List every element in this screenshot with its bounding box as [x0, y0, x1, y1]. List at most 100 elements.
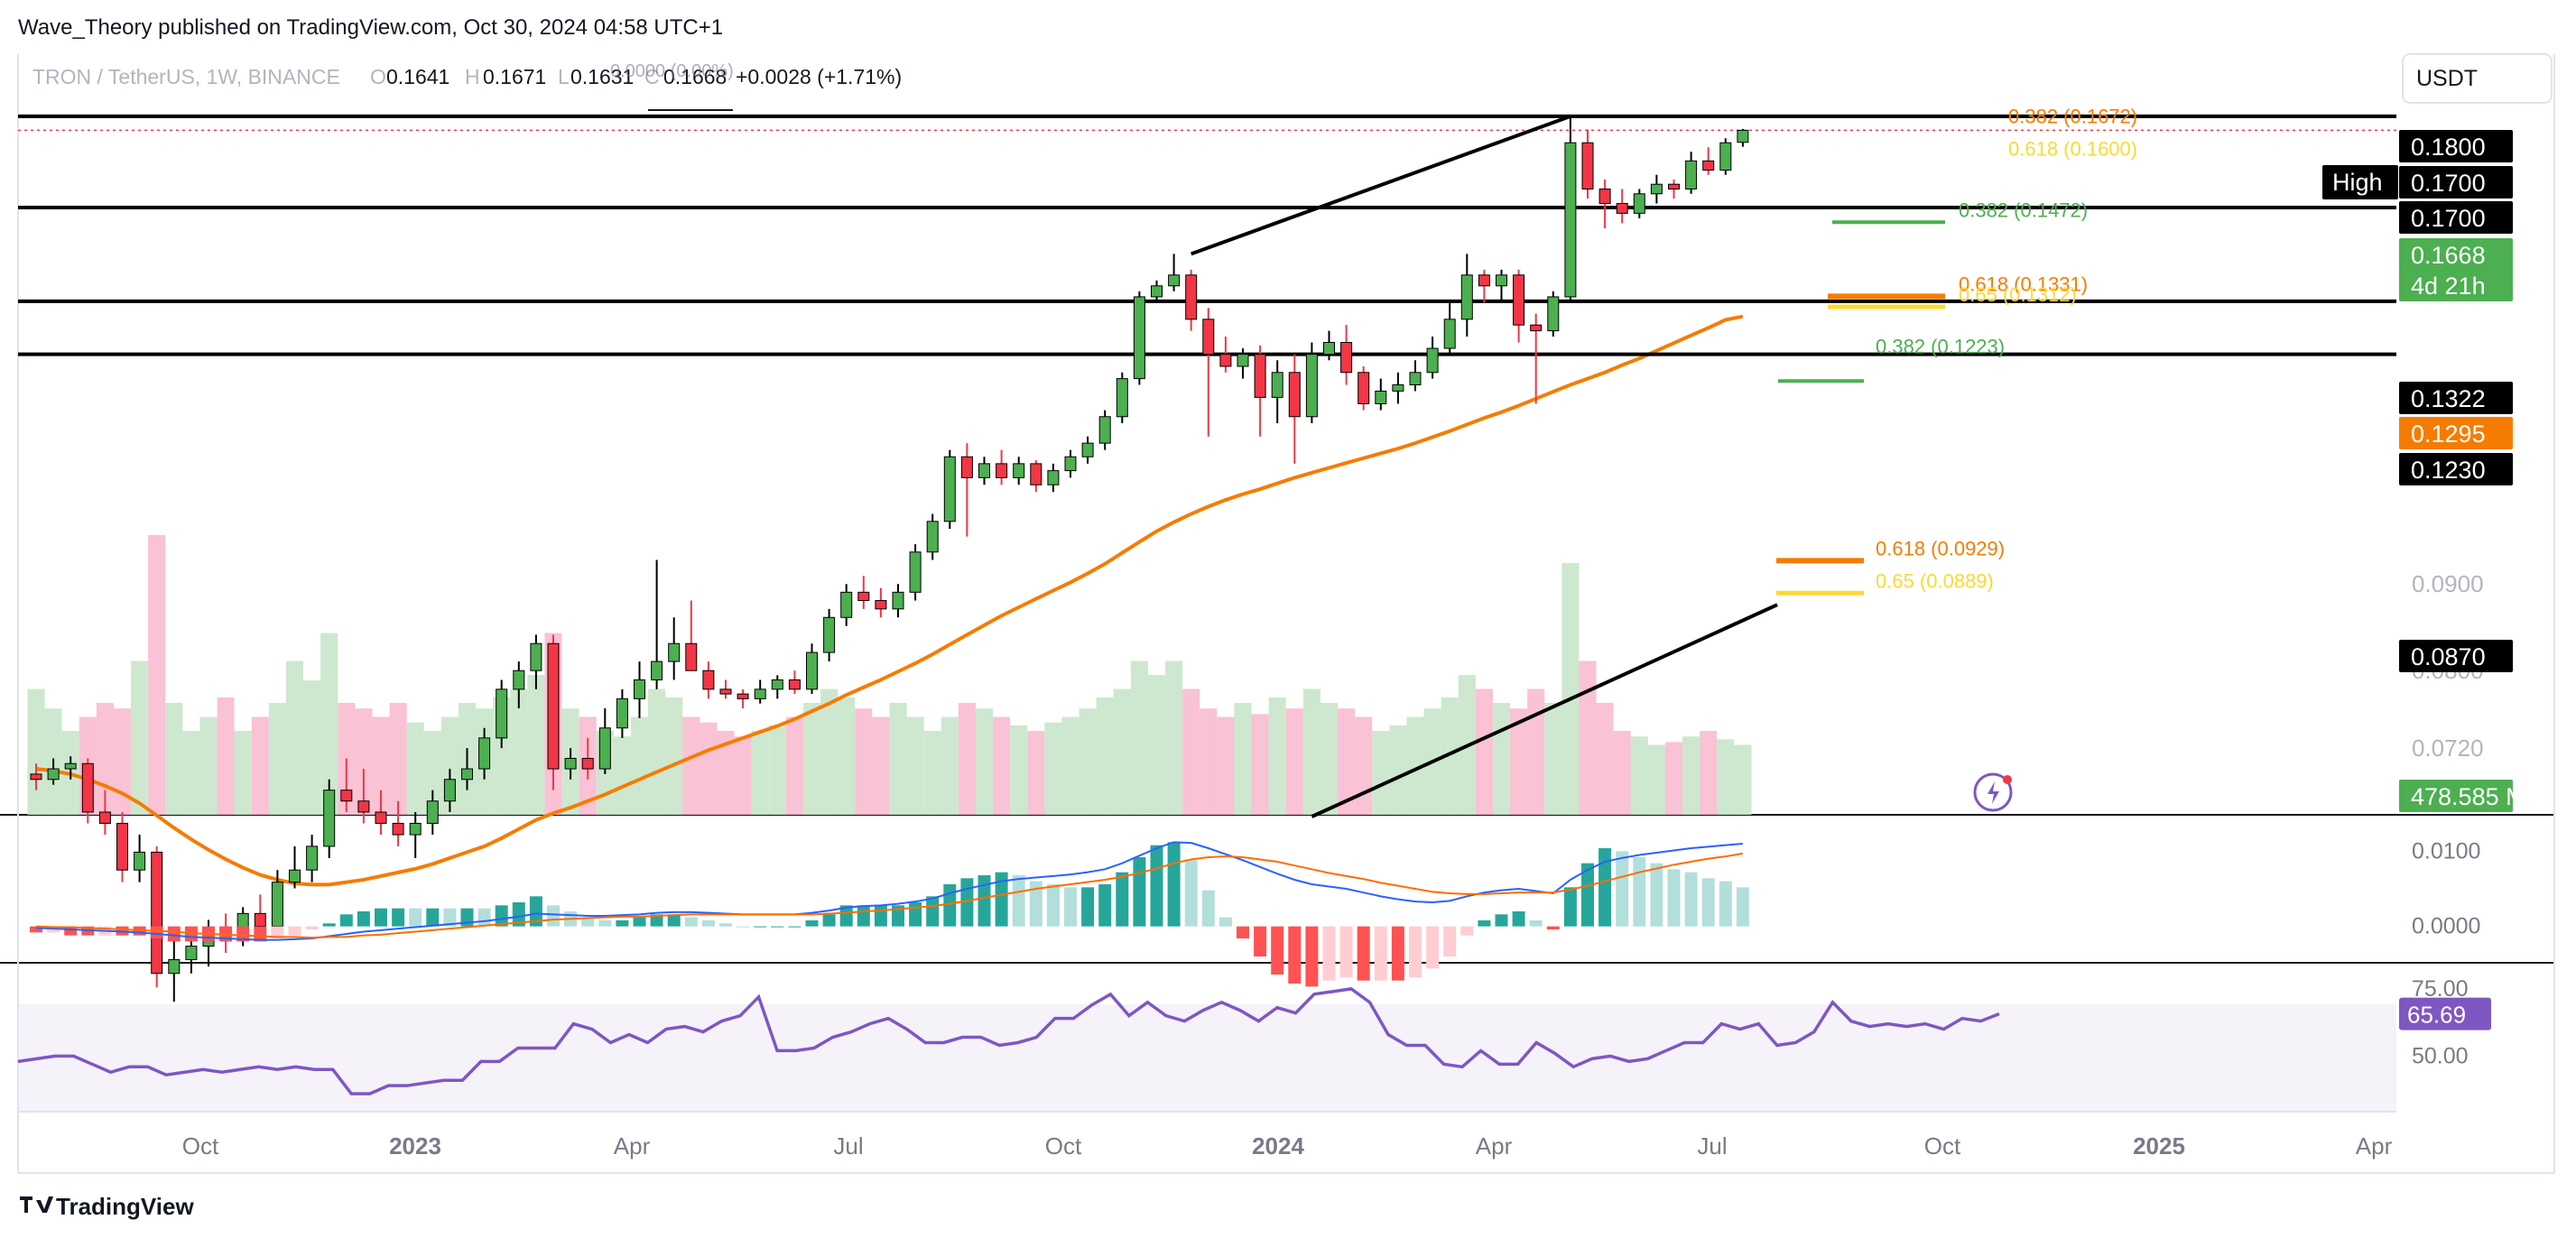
rsi-y-tick: 50.00 [2412, 1043, 2469, 1068]
macd-histogram-bar [167, 926, 181, 942]
candle-body [1133, 296, 1145, 380]
ohlc-l-value: 0.1631 [570, 65, 634, 88]
candle-body [1168, 274, 1181, 287]
candle-body [857, 591, 870, 602]
replay-clock-icon[interactable] [1973, 772, 2013, 812]
price-tag-label: 0.1700 [2411, 170, 2486, 197]
macd-histogram-bar [1150, 845, 1163, 927]
candle-body [1288, 372, 1301, 418]
ohlc-h-value: 0.1671 [483, 65, 546, 88]
volume-bar [700, 722, 718, 815]
fib-label: 0.618 (0.1600) [2008, 137, 2137, 160]
ohlc-h-label: H [465, 65, 480, 88]
volume-bar [768, 725, 786, 815]
volume-bar [1664, 742, 1683, 815]
volume-bar [613, 736, 631, 815]
horizontal-levels-layer [18, 114, 2396, 818]
candle-body [151, 851, 163, 975]
candle-body [1581, 142, 1594, 189]
candle-body [1564, 142, 1577, 298]
candle-body [771, 679, 783, 690]
macd-histogram-bar [1684, 872, 1698, 927]
candle-body [685, 642, 698, 671]
candle-body [81, 762, 94, 813]
macd-histogram-bar [650, 914, 663, 927]
macd-histogram-bar [754, 926, 767, 928]
macd-histogram-bar [684, 917, 698, 927]
macd-histogram-bar [667, 914, 681, 927]
macd-histogram-bar [254, 926, 267, 942]
volume-bar [1320, 703, 1339, 815]
candle-body [478, 737, 491, 770]
ohlc-o-value: 0.1641 [386, 65, 449, 88]
fib-label: 0.382 (0.1223) [1876, 335, 2005, 357]
currency-button[interactable] [2402, 53, 2553, 104]
candle-body [926, 521, 939, 553]
macd-histogram-bar [305, 926, 319, 929]
volume-bar [958, 703, 976, 815]
macd-histogram-bar [1219, 917, 1232, 927]
macd-histogram-bar [512, 902, 525, 927]
volume-bar [717, 731, 735, 815]
candle-body [1650, 183, 1663, 195]
fib-label: 0.618 (0.1331) [1959, 273, 2088, 295]
volume-bar [1492, 703, 1511, 815]
macd-histogram-bar [495, 905, 508, 927]
ohlc-change: +0.0028 (+1.71%) [736, 65, 902, 88]
macd-histogram-bar [477, 908, 491, 927]
macd-histogram-bar [771, 926, 784, 928]
candle-body [737, 693, 749, 699]
candle-body [634, 679, 645, 699]
volume-bar [889, 703, 907, 815]
candle-body [168, 959, 181, 975]
volume-bar [1355, 716, 1373, 815]
volume-bar [1113, 688, 1131, 815]
volume-bar [682, 716, 700, 815]
macd-histogram-bar [701, 920, 715, 927]
volume-bar [906, 716, 924, 815]
candle-body [1116, 378, 1128, 418]
candle-body [323, 790, 336, 847]
candle-body [547, 642, 560, 770]
macd-histogram-bar [805, 920, 819, 927]
volume-bar [1596, 703, 1614, 815]
candle-body [978, 463, 990, 478]
candle-body [1098, 416, 1111, 444]
candle-body [1530, 324, 1543, 332]
volume-bar [1630, 736, 1648, 815]
candle-body [426, 800, 439, 824]
candle-body [116, 822, 128, 871]
ohlc-c-value: 0.1668 [663, 65, 727, 88]
rsi-band [18, 1004, 2396, 1111]
price-tag [2399, 238, 2513, 271]
macd-histogram-bar [1650, 863, 1663, 927]
fib-label: 0.65 (0.1312) [1959, 283, 2077, 306]
macd-histogram-bar [1201, 890, 1215, 927]
price-tag-label: 0.1295 [2411, 420, 2486, 448]
symbol-title[interactable]: TRON / TetherUS, 1W, BINANCE [32, 65, 340, 88]
candle-body [1547, 296, 1560, 332]
volume-bar [1234, 703, 1252, 815]
volume-bar [1613, 731, 1631, 815]
candle-body [185, 946, 198, 961]
x-axis-tick: Apr [2356, 1132, 2393, 1159]
price-tag [2399, 640, 2513, 672]
price-tag [2399, 780, 2513, 812]
volume-bar [1389, 725, 1407, 815]
candle-body [1254, 354, 1266, 398]
publisher-text: Wave_Theory published on TradingView.com… [18, 15, 723, 40]
candle-body [1737, 129, 1749, 143]
candle-body [1151, 285, 1163, 298]
volume-bar [1079, 708, 1097, 815]
volume-bar [1096, 697, 1114, 815]
macd-histogram-bar [892, 905, 904, 927]
candle-body [254, 912, 266, 928]
macd-histogram-bar [1184, 860, 1198, 927]
candle-body [668, 642, 681, 662]
macd-histogram-bar [529, 896, 542, 927]
price-tag-label: 0.1230 [2411, 457, 2486, 484]
volume-bar [855, 708, 873, 815]
macd-histogram-bar [1081, 887, 1095, 927]
ohlc-l-label: L [558, 65, 570, 88]
candles-layer [30, 115, 1749, 1002]
